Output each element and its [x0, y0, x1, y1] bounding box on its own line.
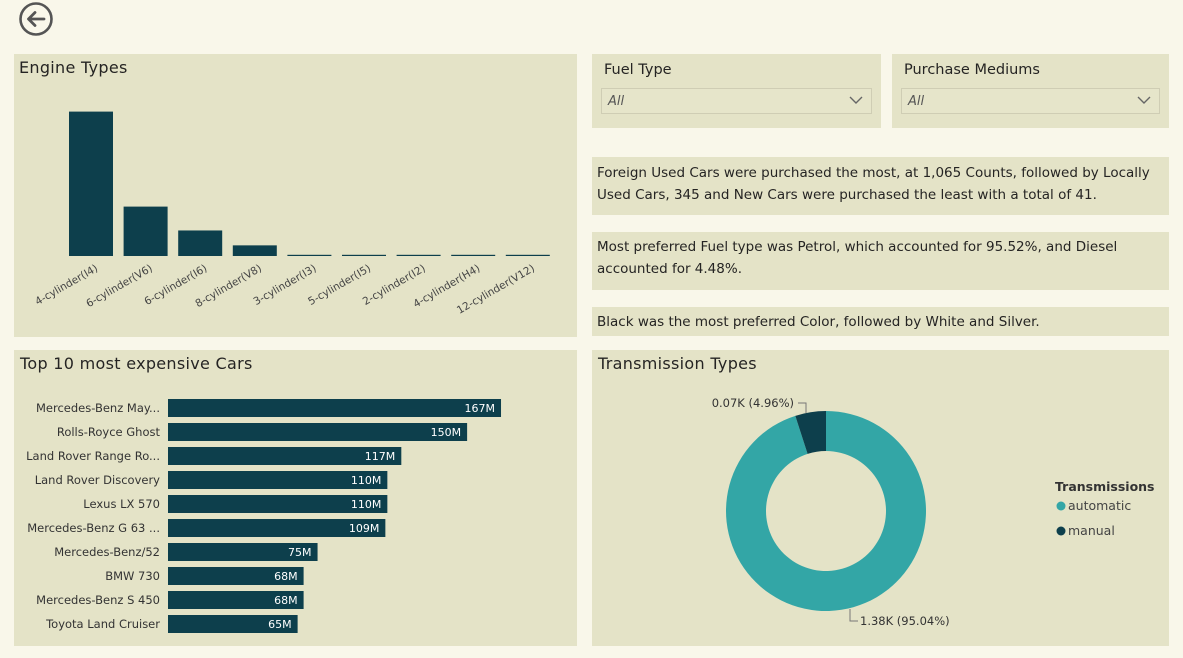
car-tick-label: Mercedes-Benz/52	[54, 545, 160, 559]
engine-bar[interactable]	[451, 254, 496, 256]
engine-bar[interactable]	[232, 245, 277, 256]
car-tick-label: Mercedes-Benz May...	[36, 401, 160, 415]
transmission-donut-chart: 1.38K (95.04%) 0.07K (4.96%) Transmissions…	[712, 396, 1155, 628]
car-data-label: 150M	[431, 426, 462, 439]
car-data-label: 110M	[351, 474, 382, 487]
legend-title: Transmissions	[1055, 479, 1155, 494]
legend-marker-automatic	[1056, 501, 1066, 511]
engine-bar[interactable]	[287, 254, 332, 256]
engine-types-panel: Engine Types 4-cylinder(I4) 6-cylinder(V6…	[14, 54, 577, 337]
engine-bar[interactable]	[505, 254, 550, 256]
donut-label-manual: 0.07K (4.96%)	[712, 396, 794, 410]
engine-types-title: Engine Types	[19, 58, 128, 77]
fuel-type-dropdown[interactable]: All	[601, 88, 872, 114]
top-cars-panel: Top 10 most expensive Cars Mercedes-Benz…	[14, 350, 577, 646]
car-bar[interactable]	[168, 615, 298, 633]
car-data-label: 167M	[465, 402, 496, 415]
engine-types-chart: 4-cylinder(I4)6-cylinder(V6)6-cylinder(I…	[33, 111, 550, 317]
purchase-mediums-slicer: Purchase Mediums All	[892, 54, 1169, 128]
legend-label-automatic: automatic	[1068, 498, 1131, 513]
engine-bar[interactable]	[178, 230, 223, 256]
car-tick-label: Mercedes-Benz S 450	[36, 593, 160, 607]
car-bar[interactable]	[168, 423, 468, 441]
car-bar[interactable]	[168, 543, 318, 561]
insight-card-color: Black was the most preferred Color, foll…	[592, 307, 1169, 336]
chevron-down-icon	[849, 96, 863, 104]
donut-leader-automatic	[849, 609, 858, 622]
transmission-panel: Transmission Types 1.38K (95.04%) 0.07K (…	[592, 350, 1169, 646]
car-bar[interactable]	[168, 495, 388, 513]
chevron-down-icon	[1137, 96, 1151, 104]
purchase-mediums-dropdown[interactable]: All	[901, 88, 1160, 114]
car-data-label: 68M	[274, 594, 298, 607]
legend-marker-manual	[1056, 526, 1066, 536]
insight-card-fuel: Most preferred Fuel type was Petrol, whi…	[592, 232, 1169, 290]
car-tick-label: Mercedes-Benz G 63 ...	[27, 521, 160, 535]
car-tick-label: Toyota Land Cruiser	[45, 617, 160, 631]
car-data-label: 68M	[274, 570, 298, 583]
donut-slice-automatic[interactable]	[726, 411, 926, 611]
car-bar[interactable]	[168, 591, 304, 609]
car-data-label: 65M	[268, 618, 292, 631]
car-bar[interactable]	[168, 519, 386, 537]
fuel-type-value: All	[608, 94, 625, 109]
transmission-title: Transmission Types	[598, 354, 757, 373]
purchase-mediums-value: All	[908, 94, 925, 109]
insight-text-purchase: Foreign Used Cars were purchased the mos…	[597, 165, 1150, 203]
fuel-type-slicer: Fuel Type All	[592, 54, 881, 128]
legend-label-manual: manual	[1068, 523, 1115, 538]
back-arrow-circle-icon[interactable]	[18, 1, 54, 37]
engine-bar[interactable]	[396, 254, 441, 256]
car-bar[interactable]	[168, 471, 388, 489]
insight-card-purchase: Foreign Used Cars were purchased the mos…	[592, 157, 1169, 215]
engine-bar[interactable]	[342, 254, 386, 256]
car-tick-label: BMW 730	[105, 569, 160, 583]
car-tick-label: Rolls-Royce Ghost	[57, 425, 161, 439]
car-bar[interactable]	[168, 567, 304, 585]
car-tick-label: Lexus LX 570	[83, 497, 160, 511]
fuel-type-title: Fuel Type	[604, 62, 672, 78]
insight-text-fuel: Most preferred Fuel type was Petrol, whi…	[597, 239, 1118, 277]
car-data-label: 117M	[365, 450, 396, 463]
insight-text-color: Black was the most preferred Color, foll…	[597, 314, 1040, 330]
car-bar[interactable]	[168, 447, 402, 465]
car-tick-label: Land Rover Discovery	[35, 473, 160, 487]
top-cars-title: Top 10 most expensive Cars	[20, 354, 253, 373]
car-data-label: 109M	[349, 522, 380, 535]
car-bar[interactable]	[168, 399, 502, 417]
car-data-label: 110M	[351, 498, 382, 511]
donut-slice-manual[interactable]	[795, 411, 826, 454]
top-cars-chart: Mercedes-Benz May... 167M Rolls-Royce Ghos…	[26, 399, 502, 633]
donut-label-automatic: 1.38K (95.04%)	[860, 614, 950, 628]
car-tick-label: Land Rover Range Ro...	[26, 449, 160, 463]
car-data-label: 75M	[288, 546, 312, 559]
engine-bar[interactable]	[123, 206, 168, 256]
purchase-mediums-title: Purchase Mediums	[904, 62, 1040, 78]
engine-bar[interactable]	[69, 111, 113, 256]
donut-leader-manual	[798, 402, 807, 413]
